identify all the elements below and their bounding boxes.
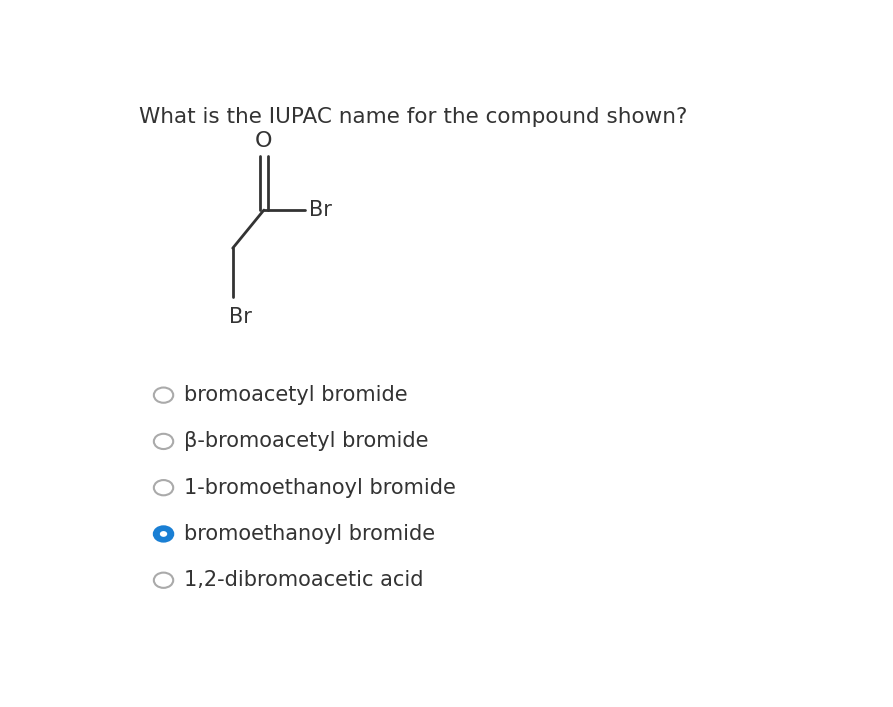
Text: Br: Br xyxy=(230,307,252,327)
Text: 1-bromoethanoyl bromide: 1-bromoethanoyl bromide xyxy=(184,478,456,498)
Circle shape xyxy=(160,531,167,537)
Circle shape xyxy=(154,526,173,542)
Text: Br: Br xyxy=(309,200,331,220)
Text: 1,2-dibromoacetic acid: 1,2-dibromoacetic acid xyxy=(184,571,424,590)
Text: What is the IUPAC name for the compound shown?: What is the IUPAC name for the compound … xyxy=(139,107,688,127)
Text: O: O xyxy=(255,132,272,151)
Text: β-bromoacetyl bromide: β-bromoacetyl bromide xyxy=(184,431,429,451)
Text: bromoethanoyl bromide: bromoethanoyl bromide xyxy=(184,524,436,544)
Text: bromoacetyl bromide: bromoacetyl bromide xyxy=(184,385,408,405)
